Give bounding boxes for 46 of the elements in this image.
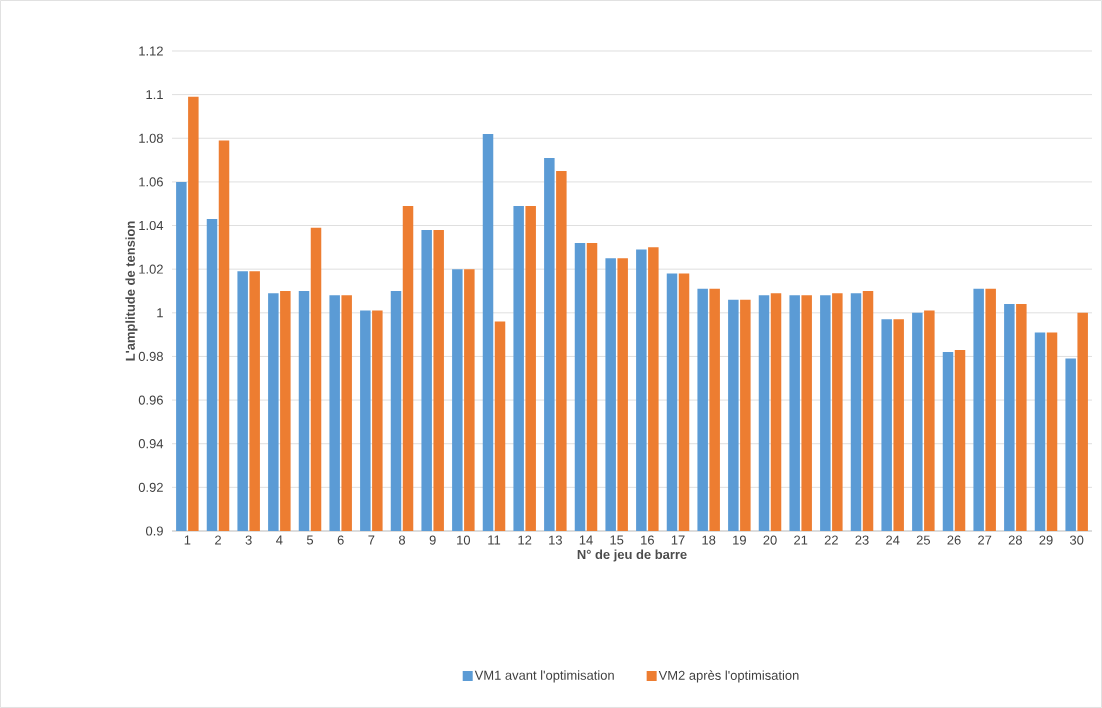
x-tick-label: 15 [610, 535, 624, 545]
y-tick-label: 1 [157, 308, 163, 318]
x-tick-label: 9 [429, 535, 436, 545]
y-tick-label: 1.06 [139, 177, 163, 187]
x-tick-label: 11 [488, 535, 501, 545]
x-tick-label: 5 [306, 535, 314, 545]
x-tick-label: 27 [978, 535, 992, 545]
x-tick-label: 16 [641, 535, 654, 545]
y-tick-label: 0.94 [138, 439, 164, 449]
y-axis-title: L'amplitude de tension [125, 221, 138, 361]
y-tick-label: 1.1 [146, 90, 163, 100]
x-tick-label: 14 [579, 535, 593, 545]
x-tick-label: 3 [245, 535, 252, 545]
x-tick-label: 18 [702, 535, 716, 545]
x-tick-label: 8 [398, 535, 406, 545]
x-tick-label: 30 [1069, 535, 1084, 545]
y-tick-label: 0.9 [145, 526, 163, 536]
y-tick-label: 1.12 [139, 46, 163, 56]
x-tick-label: 23 [855, 535, 869, 545]
x-tick-label: 2 [215, 535, 221, 545]
x-tick-label: 17 [671, 535, 685, 545]
x-tick-label: 28 [1008, 535, 1022, 545]
x-tick-label: 29 [1039, 535, 1053, 545]
x-tick-label: 25 [916, 535, 930, 545]
x-tick-label: 19 [733, 535, 746, 545]
y-tick-label: 0.98 [138, 351, 163, 362]
x-tick-label: 20 [763, 535, 777, 545]
y-tick-label: 1.02 [139, 264, 163, 274]
x-tick-label: 26 [947, 535, 961, 545]
y-tick-label: 0.92 [138, 482, 163, 492]
y-tick-label: 0.96 [138, 395, 163, 405]
x-tick-label: 13 [549, 535, 562, 545]
y-tick-label: 1.08 [139, 133, 163, 143]
x-tick-label: 22 [824, 535, 838, 545]
legend-label: VM2 après l'optimisation [658, 670, 799, 683]
x-tick-label: 4 [276, 535, 283, 545]
y-tick-label: 1.04 [139, 220, 164, 231]
x-tick-label: 12 [518, 535, 532, 545]
x-tick-label: 1 [184, 535, 191, 545]
x-tick-label: 6 [337, 535, 344, 545]
x-tick-label: 7 [368, 535, 375, 545]
x-tick-label: 24 [886, 535, 900, 545]
x-tick-label: 10 [457, 535, 471, 545]
x-tick-label: 21 [794, 535, 808, 545]
legend-label: VM1 avant l'optimisation [474, 670, 614, 683]
x-axis-title: N° de jeu de barre [577, 549, 687, 562]
